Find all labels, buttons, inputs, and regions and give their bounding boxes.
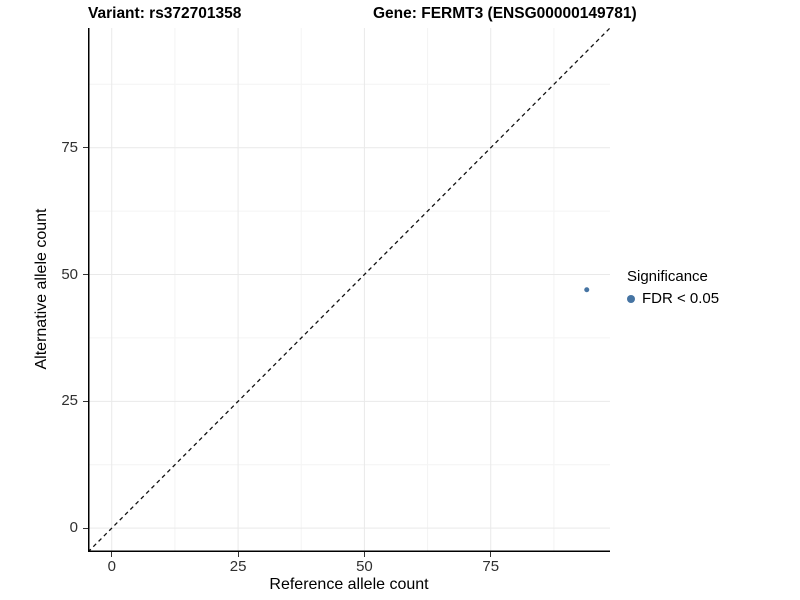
y-tick-mark [83,147,88,149]
legend-item-label: FDR < 0.05 [642,290,720,307]
legend-point-icon [627,294,635,303]
y-tick-mark [83,400,88,402]
x-tick-mark [363,552,365,557]
identity-dashed-line [87,27,611,553]
y-tick-label: 25 [61,392,78,410]
x-tick-label: 25 [229,558,247,575]
x-tick-label: 75 [482,558,500,575]
y-tick-label: 50 [61,265,78,283]
y-tick-label: 0 [69,519,78,537]
plot-panel [87,27,611,553]
variant-title: Variant: rs372701358 [88,5,242,22]
x-tick-label: 50 [356,558,373,575]
x-axis-title: Reference allele count [269,576,429,593]
gene-title: Gene: FERMT3 (ENSG00000149781) [373,5,637,22]
legend-title: Significance [627,268,708,285]
y-tick-mark [83,274,88,276]
legend-item: FDR < 0.05 [627,290,719,307]
y-tick-label: 75 [61,138,78,156]
x-tick-label: 0 [107,558,116,575]
plot-canvas [87,27,611,553]
y-tick-mark [83,527,88,529]
x-tick-mark [111,552,113,557]
data-point [584,287,590,293]
legend: Significance FDR < 0.05 [627,268,719,307]
x-tick-mark [490,552,492,557]
x-tick-mark [237,552,239,557]
